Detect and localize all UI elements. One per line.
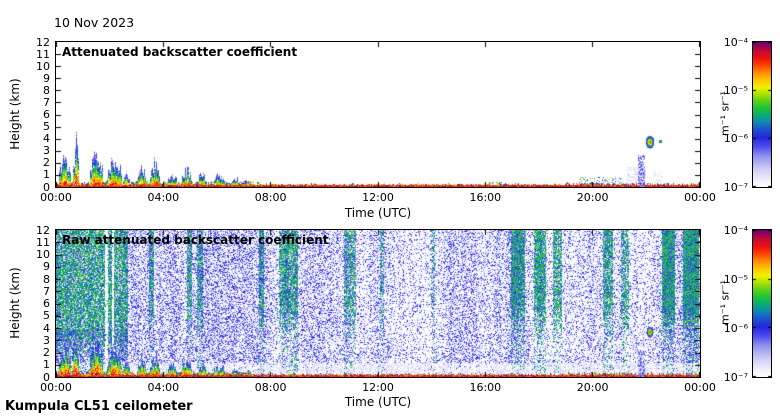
colorbar-top-gradient <box>753 42 771 187</box>
y-tick-label: 6 <box>43 297 50 310</box>
y-tick-label: 1 <box>43 358 50 372</box>
y-tick-label: 5 <box>43 120 50 134</box>
x-tick-label: 12:00 <box>362 191 394 204</box>
colorbar-unit-bottom: m⁻¹ sr⁻¹ <box>718 280 732 325</box>
y-tick-label: 9 <box>43 260 50 274</box>
x-axis-title-top: Time (UTC) <box>344 206 412 220</box>
colorbar-tick-label: 10⁻⁴ <box>723 223 748 237</box>
y-tick-label: 8 <box>43 83 50 97</box>
y-tick-label: 1 <box>43 168 50 182</box>
panel-title-attenuated: Attenuated backscatter coefficient <box>62 45 298 59</box>
y-tick-label: 0 <box>43 370 50 384</box>
y-tick-label: 11 <box>36 235 50 249</box>
x-tick-label: 08:00 <box>254 381 287 394</box>
y-tick-label: 2 <box>43 156 50 170</box>
x-tick-label: 08:00 <box>254 191 287 204</box>
x-tick-label: 04:00 <box>147 191 180 204</box>
x-tick-label: 20:00 <box>576 191 609 204</box>
colorbar-bottom <box>752 229 772 378</box>
x-tick-label: 16:00 <box>469 191 502 204</box>
colorbar-tick-label: 10⁻⁴ <box>723 35 748 49</box>
instrument-label: Kumpula CL51 ceilometer <box>5 399 193 414</box>
date-label: 10 Nov 2023 <box>54 15 135 30</box>
x-tick-label: 12:00 <box>362 381 394 394</box>
colorbar-top <box>752 41 772 188</box>
y-tick-label: 4 <box>43 132 50 146</box>
y-tick-label: 7 <box>43 95 50 109</box>
colorbar-bottom-gradient <box>753 230 771 377</box>
y-tick-label: 3 <box>43 333 50 347</box>
colorbar-tick-label: 10⁻⁷ <box>723 370 748 384</box>
colorbar-tick-label: 10⁻⁵ <box>723 83 748 97</box>
y-tick-label: 6 <box>43 108 50 121</box>
y-tick-label: 12 <box>36 223 50 237</box>
colorbar-tick-label: 10⁻⁶ <box>723 132 748 146</box>
y-tick-label: 11 <box>36 47 50 61</box>
y-tick-label: 8 <box>43 272 50 286</box>
panel-raw-attenuated-backscatter: Raw attenuated backscatter coefficient <box>55 229 701 378</box>
y-tick-label: 5 <box>43 309 50 323</box>
attenuated-backscatter-heatmap <box>56 42 700 187</box>
x-tick-label: 04:00 <box>147 381 180 394</box>
raw-attenuated-backscatter-heatmap <box>56 230 700 377</box>
colorbar-tick-label: 10⁻⁵ <box>723 272 748 286</box>
x-tick-label: 00:00 <box>684 381 716 394</box>
x-tick-label: 00:00 <box>40 381 72 394</box>
panel-attenuated-backscatter: Attenuated backscatter coefficient <box>55 41 701 188</box>
y-tick-label: 10 <box>36 59 50 73</box>
y-tick-label: 3 <box>43 144 50 158</box>
colorbar-unit-top: m⁻¹ sr⁻¹ <box>718 91 732 136</box>
panel-title-raw: Raw attenuated backscatter coefficient <box>62 233 329 247</box>
x-axis-title-bottom: Time (UTC) <box>344 395 412 409</box>
y-tick-label: 2 <box>43 346 50 359</box>
y-tick-label: 7 <box>43 284 50 298</box>
x-tick-label: 00:00 <box>40 191 72 204</box>
y-tick-label: 10 <box>36 248 50 261</box>
x-tick-label: 16:00 <box>469 381 502 394</box>
x-tick-label: 00:00 <box>684 191 716 204</box>
y-tick-label: 12 <box>36 35 50 49</box>
x-tick-label: 20:00 <box>576 381 609 394</box>
colorbar-tick-label: 10⁻⁶ <box>723 321 748 335</box>
y-tick-label: 0 <box>43 180 50 194</box>
colorbar-tick-label: 10⁻⁷ <box>723 180 748 194</box>
y-tick-label: 9 <box>43 71 50 85</box>
y-tick-label: 4 <box>43 321 50 335</box>
